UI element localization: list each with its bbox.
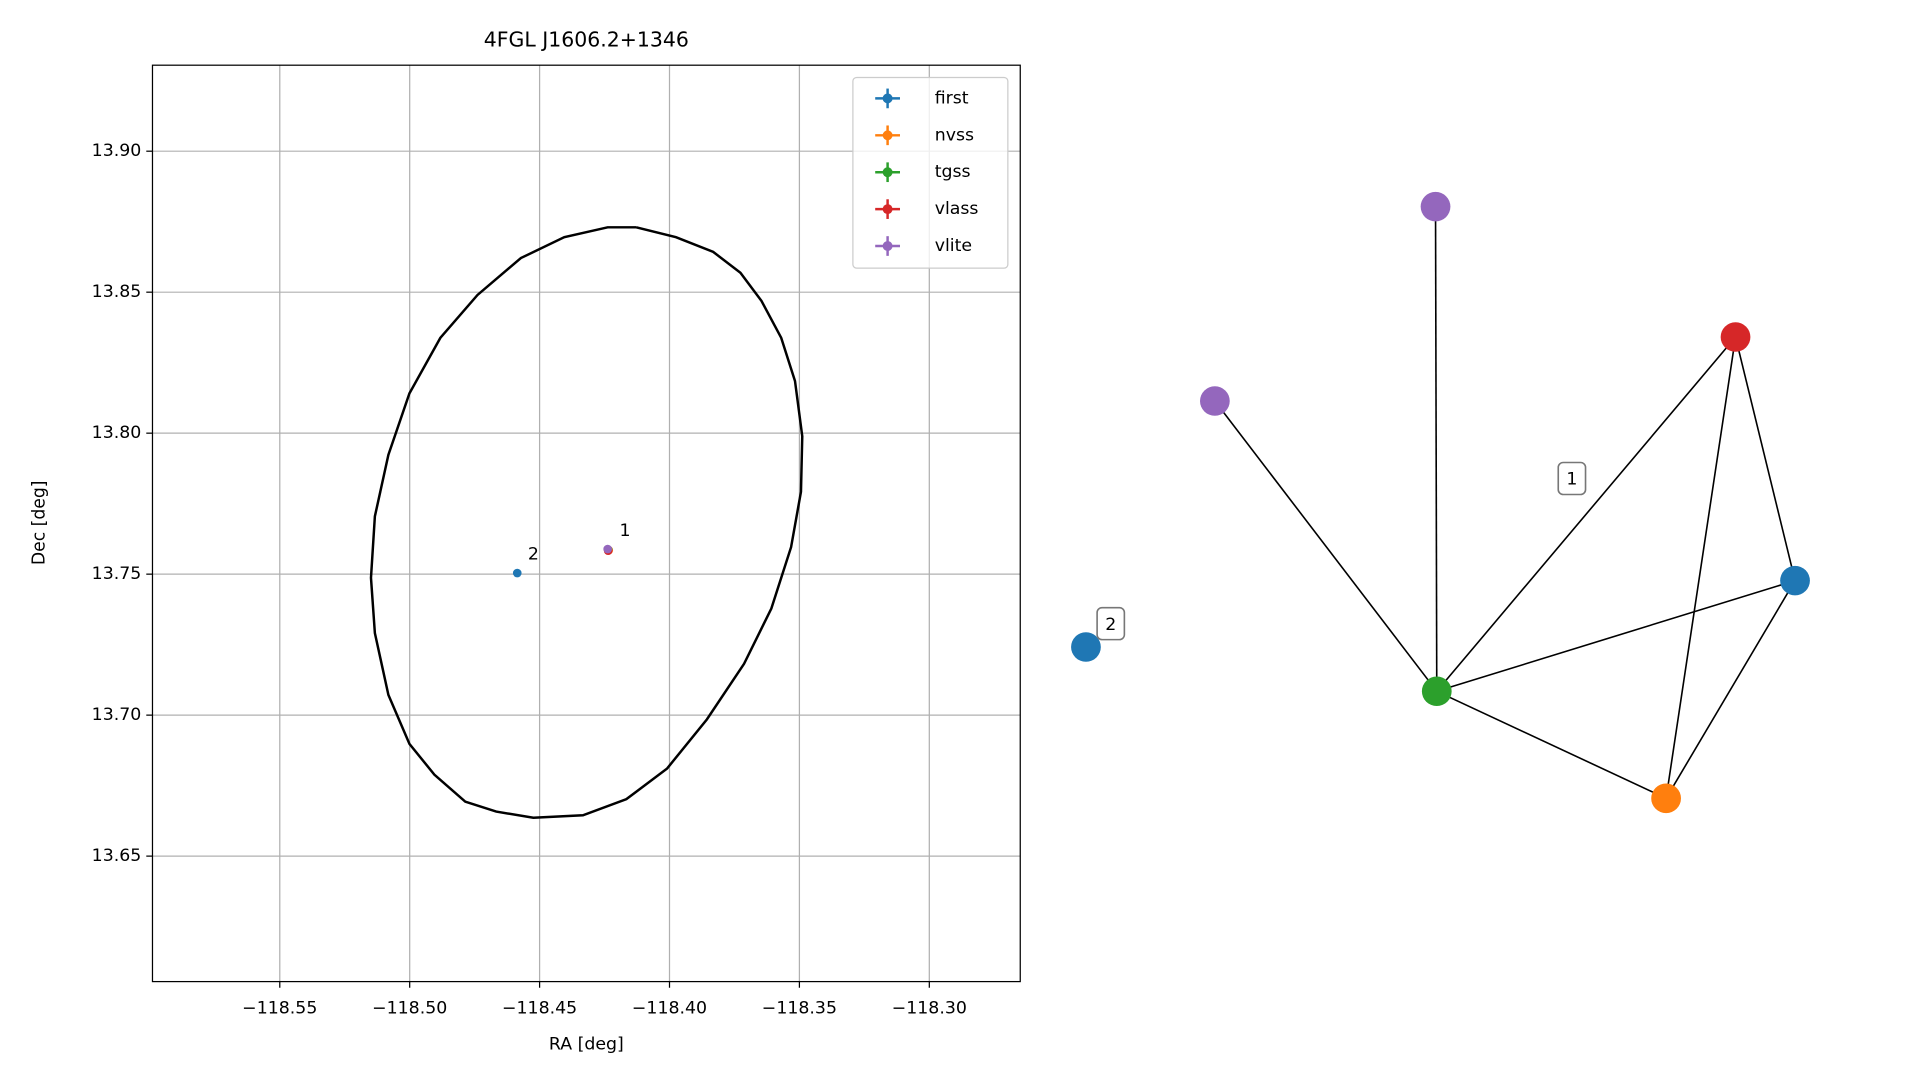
- point: [512, 568, 522, 578]
- point: [603, 544, 613, 554]
- graph-edge: [1665, 580, 1796, 799]
- graph-node: [1421, 676, 1452, 707]
- annotation: 1: [620, 521, 631, 541]
- y-tick-label: 13.90: [92, 141, 142, 161]
- x-tick-label: −118.50: [372, 999, 447, 1019]
- graph-node: [1780, 565, 1810, 596]
- graph-edge: [1214, 400, 1438, 692]
- x-tick-label: −118.55: [242, 999, 317, 1019]
- graph-label-box: [1096, 606, 1126, 641]
- y-tick-label: 13.80: [92, 423, 142, 443]
- graph-label-box: [1557, 461, 1587, 496]
- graph-label: 1: [1566, 470, 1577, 490]
- graph-edge: [1734, 336, 1796, 581]
- y-tick-label: 13.75: [92, 564, 142, 584]
- x-axis-label: RA [deg]: [549, 1034, 624, 1054]
- legend-marker: [882, 167, 893, 178]
- graph-edge: [1436, 336, 1737, 692]
- y-tick-label: 13.65: [92, 846, 142, 866]
- annotation: 2: [528, 544, 539, 564]
- y-tick-label: 13.85: [92, 282, 142, 302]
- graph-edge: [1436, 690, 1667, 800]
- x-tick-label: −118.30: [892, 999, 967, 1019]
- plot-frame: [151, 64, 1021, 983]
- chart-title: 4FGL J1606.2+1346: [484, 28, 689, 52]
- legend-marker: [882, 204, 893, 215]
- legend-label: vlite: [935, 236, 972, 256]
- legend-label: tgss: [935, 162, 971, 182]
- x-tick-label: −118.35: [762, 999, 837, 1019]
- y-tick-label: 13.70: [92, 705, 142, 725]
- error-ellipse: [369, 226, 804, 820]
- legend-box: [852, 76, 1009, 269]
- graph-node: [1651, 783, 1681, 814]
- legend-marker: [882, 241, 893, 251]
- legend-label: vlass: [935, 199, 979, 219]
- legend-label: nvss: [935, 125, 974, 145]
- y-axis-label: Dec [deg]: [30, 480, 50, 565]
- graph-node: [1720, 322, 1751, 352]
- graph-edge: [1665, 336, 1737, 799]
- legend-marker: [882, 130, 893, 141]
- graph-edge: [1436, 579, 1796, 693]
- graph-node: [1420, 191, 1451, 222]
- graph-edge: [1434, 206, 1438, 692]
- x-tick-label: −118.40: [632, 999, 707, 1019]
- legend-label: first: [935, 88, 969, 108]
- graph-label: 2: [1105, 615, 1116, 635]
- legend-marker: [882, 93, 893, 104]
- graph-node: [1071, 632, 1101, 662]
- x-tick-label: −118.45: [502, 999, 577, 1019]
- graph-node: [1199, 386, 1230, 416]
